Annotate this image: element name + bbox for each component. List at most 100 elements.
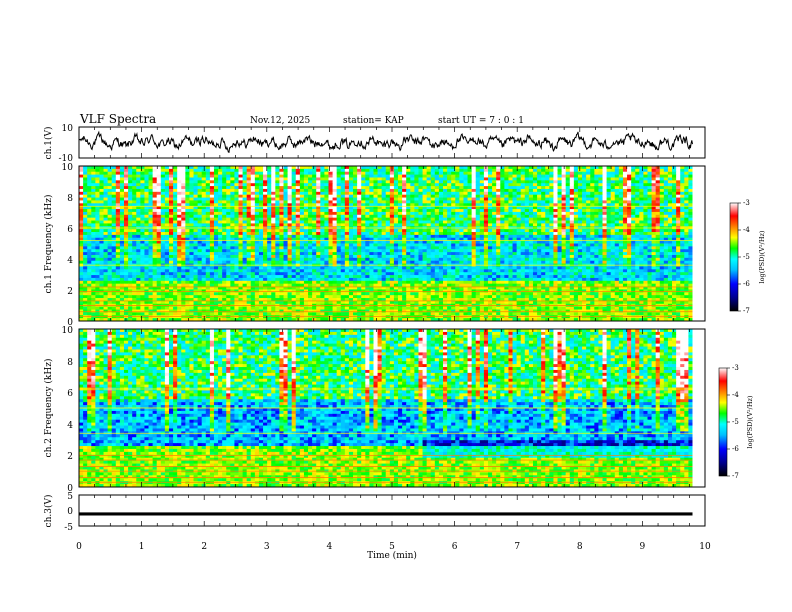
spectrogram-cell — [668, 186, 673, 189]
spectrogram-cell — [144, 249, 149, 252]
spectrogram-cell — [488, 258, 493, 261]
spectrogram-cell — [198, 198, 203, 201]
spectrogram-cell — [312, 183, 317, 186]
spectrogram-cell — [243, 209, 248, 212]
spectrogram-cell — [161, 215, 166, 218]
spectrogram-cell — [684, 175, 689, 178]
spectrogram-cell — [558, 177, 563, 180]
spectrogram-cell — [144, 172, 149, 175]
spectrogram-cell — [672, 232, 677, 235]
spectrogram-cell — [120, 177, 125, 180]
spectrogram-cell — [615, 235, 620, 238]
spectrogram-cell — [373, 195, 378, 198]
spectrogram-cell — [165, 195, 170, 198]
spectrogram-cell — [623, 235, 628, 238]
spectrogram-cell — [537, 192, 542, 195]
spectrogram-cell — [484, 246, 489, 249]
spectrogram-cell — [373, 166, 378, 169]
spectrogram-cell — [492, 186, 497, 189]
spectrogram-cell — [173, 180, 178, 183]
spectrogram-cell — [312, 232, 317, 235]
spectrogram-cell — [198, 232, 203, 235]
spectrogram-cell — [328, 223, 333, 226]
spectrogram-cell — [488, 175, 493, 178]
spectrogram-cell — [308, 183, 313, 186]
spectrogram-cell — [631, 223, 636, 226]
spectrogram-cell — [537, 249, 542, 252]
spectrogram-cell — [521, 209, 526, 212]
spectrogram-cell — [521, 189, 526, 192]
spectrogram-cell — [300, 200, 305, 203]
spectrogram-cell — [316, 186, 321, 189]
spectrogram-cell — [165, 215, 170, 218]
spectrogram-cell — [447, 249, 452, 252]
spectrogram-cell — [181, 244, 186, 247]
spectrogram-cell — [234, 200, 239, 203]
spectrogram-cell — [194, 223, 199, 226]
spectrogram-cell — [234, 221, 239, 224]
spectrogram-cell — [386, 177, 391, 180]
spectrogram-cell — [529, 198, 534, 201]
spectrogram-cell — [271, 229, 276, 232]
spectrogram-cell — [206, 192, 211, 195]
spectrogram-cell — [283, 166, 288, 169]
spectrogram-cell — [279, 175, 284, 178]
spectrogram-cell — [439, 223, 444, 226]
spectrogram-cell — [427, 180, 432, 183]
spectrogram-cell — [582, 195, 587, 198]
spectrogram-cell — [373, 175, 378, 178]
spectrogram-cell — [99, 235, 104, 238]
spectrogram-cell — [402, 186, 407, 189]
spectrogram-cell — [161, 244, 166, 247]
spectrogram-cell — [128, 246, 133, 249]
spectrogram-cell — [328, 192, 333, 195]
spectrogram-cell — [361, 258, 366, 261]
spectrogram-cell — [451, 175, 456, 178]
spectrogram-cell — [684, 183, 689, 186]
spectrogram-cell — [218, 198, 223, 201]
spectrogram-cell — [87, 209, 92, 212]
spectrogram-cell — [210, 249, 215, 252]
spectrogram-cell — [402, 177, 407, 180]
spectrogram-cell — [402, 232, 407, 235]
spectrogram-cell — [251, 241, 256, 244]
spectrogram-cell — [455, 215, 460, 218]
spectrogram-cell — [578, 169, 583, 172]
spectrogram-cell — [210, 252, 215, 255]
spectrogram-cell — [680, 221, 685, 224]
spectrogram-cell — [537, 195, 542, 198]
spectrogram-cell — [378, 177, 383, 180]
spectrogram-cell — [316, 195, 321, 198]
spectrogram-cell — [292, 189, 297, 192]
spectrogram-cell — [104, 252, 109, 255]
spectrogram-cell — [676, 172, 681, 175]
spectrogram-cell — [525, 221, 530, 224]
spectrogram-cell — [144, 175, 149, 178]
spectrogram-cell — [382, 192, 387, 195]
spectrogram-cell — [337, 186, 342, 189]
spectrogram-cell — [140, 258, 145, 261]
spectrogram-cell — [320, 229, 325, 232]
spectrogram-cell — [451, 215, 456, 218]
spectrogram-cell — [390, 215, 395, 218]
spectrogram-cell — [345, 166, 350, 169]
spectrogram-cell — [660, 209, 665, 212]
spectrogram-cell — [365, 221, 370, 224]
spectrogram-cell — [463, 209, 468, 212]
spectrogram-cell — [337, 252, 342, 255]
spectrogram-cell — [218, 218, 223, 221]
spectrogram-cell — [378, 183, 383, 186]
spectrogram-cell — [320, 212, 325, 215]
spectrogram-cell — [402, 183, 407, 186]
spectrogram-cell — [239, 172, 244, 175]
spectrogram-cell — [124, 186, 129, 189]
spectrogram-cell — [463, 200, 468, 203]
spectrogram-cell — [132, 195, 137, 198]
spectrogram-cell — [189, 244, 194, 247]
spectrogram-cell — [304, 232, 309, 235]
spectrogram-cell — [373, 180, 378, 183]
spectrogram-cell — [668, 172, 673, 175]
spectrogram-cell — [472, 200, 477, 203]
spectrogram-cell — [177, 189, 182, 192]
spectrogram-cell — [161, 177, 166, 180]
